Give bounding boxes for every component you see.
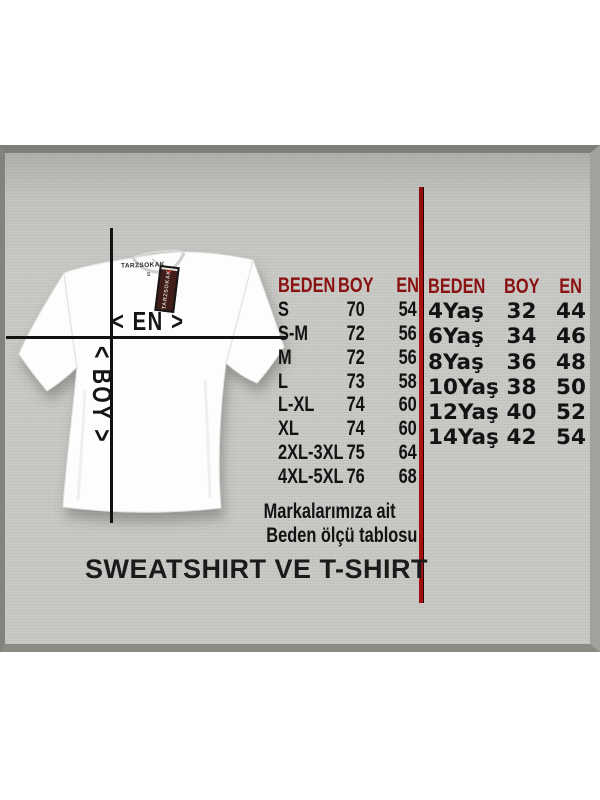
width-label: < EN > — [112, 306, 205, 337]
kids-header-en: EN — [559, 274, 583, 298]
kids-header-size: BEDEN — [428, 274, 486, 298]
adult-header-en: EN — [396, 274, 420, 297]
tshirt-body — [18, 251, 285, 513]
table-row: 4XL-5XL 76 68 — [278, 465, 433, 489]
length-cell: 38 — [506, 374, 537, 400]
caption-line2: Beden ölçü tablosu — [266, 523, 418, 547]
fold-line — [203, 379, 212, 499]
table-row: XL 74 60 — [278, 417, 433, 441]
width-cell: 46 — [556, 324, 586, 350]
adult-table-rows: S 70 54 S-M 72 56 M 72 56 L 73 58 — [278, 298, 433, 489]
left-sleeve-seam — [63, 272, 78, 368]
collar-back — [132, 249, 185, 259]
size-cell: 4Yaş — [428, 299, 484, 325]
table-row: 14Yaş 42 54 — [428, 425, 597, 450]
right-sleeve-seam — [225, 259, 254, 364]
size-cell: 10Yaş — [428, 374, 499, 400]
table-row: M 72 56 — [278, 346, 433, 370]
size-cell: 14Yaş — [428, 425, 499, 451]
length-cell: 42 — [506, 425, 537, 451]
adult-header-boy: BOY — [337, 274, 374, 297]
width-cell: 60 — [398, 417, 418, 441]
size-cell: 4XL-5XL — [278, 465, 344, 489]
size-cell: 6Yaş — [428, 324, 484, 350]
neck-size-print: S — [147, 272, 151, 278]
table-row: 8Yaş 36 48 — [428, 350, 597, 375]
width-measure-line — [6, 336, 287, 339]
width-cell: 44 — [556, 299, 586, 325]
size-cell: M — [278, 345, 292, 369]
length-measure-line — [110, 228, 113, 523]
kids-size-table: BEDEN BOY EN 4Yaş 32 44 6Yaş 34 46 8Yaş … — [428, 274, 597, 451]
table-row: S-M 72 56 — [278, 322, 433, 346]
kids-table-rows: 4Yaş 32 44 6Yaş 34 46 8Yaş 36 48 10Yaş 3… — [428, 299, 597, 450]
hang-tag-label: TARZSOKAK — [161, 270, 173, 311]
size-cell: L-XL — [278, 393, 315, 417]
length-cell: 36 — [506, 349, 537, 375]
width-cell: 60 — [398, 393, 418, 417]
length-label: < BOY > — [86, 346, 117, 472]
width-cell: 48 — [556, 349, 586, 375]
size-cell: L — [278, 369, 289, 393]
length-cell: 75 — [346, 441, 365, 465]
photo-frame — [0, 145, 600, 652]
table-row: S 70 54 — [278, 298, 433, 322]
width-cell: 56 — [398, 345, 418, 369]
size-cell: S — [278, 297, 289, 321]
width-cell: 50 — [556, 374, 586, 400]
size-cell: S-M — [278, 321, 309, 345]
table-row: L 73 58 — [278, 370, 433, 394]
length-cell: 34 — [506, 324, 537, 350]
width-cell: 52 — [556, 400, 586, 426]
table-row: 2XL-3XL 75 64 — [278, 441, 433, 465]
width-cell: 54 — [556, 425, 586, 451]
table-row: 4Yaş 32 44 — [428, 299, 597, 324]
size-cell: 12Yaş — [428, 400, 499, 426]
width-cell: 54 — [398, 297, 418, 321]
length-cell: 76 — [346, 465, 365, 489]
size-cell: 2XL-3XL — [278, 441, 344, 465]
length-cell: 72 — [346, 321, 365, 345]
red-divider-line — [419, 187, 424, 603]
width-cell: 56 — [398, 321, 418, 345]
page-title: SWEATSHIRT VE T-SHIRT — [85, 554, 429, 584]
adult-table-header: BEDEN BOY EN — [278, 274, 433, 298]
size-cell: 8Yaş — [428, 349, 484, 375]
length-label-text: < BOY > — [87, 346, 117, 444]
length-cell: 72 — [346, 345, 365, 369]
kids-table-header: BEDEN BOY EN — [428, 274, 597, 299]
length-cell: 74 — [346, 393, 365, 417]
adult-size-table: BEDEN BOY EN S 70 54 S-M 72 56 M 72 56 — [278, 274, 433, 489]
adult-header-size: BEDEN — [278, 274, 336, 297]
fold-line — [76, 389, 87, 501]
size-cell: XL — [278, 417, 299, 441]
length-cell: 40 — [506, 400, 537, 426]
table-row: 12Yaş 40 52 — [428, 400, 597, 425]
length-cell: 70 — [346, 297, 365, 321]
width-cell: 68 — [398, 465, 418, 489]
caption-line1: Markalarımıza ait — [263, 500, 397, 523]
length-cell: 32 — [506, 299, 537, 325]
table-row: L-XL 74 60 — [278, 393, 433, 417]
length-cell: 74 — [346, 417, 365, 441]
width-label-text: < EN > — [112, 306, 185, 336]
width-cell: 58 — [398, 369, 418, 393]
width-cell: 64 — [398, 441, 418, 465]
table-row: 10Yaş 38 50 — [428, 375, 597, 400]
length-cell: 73 — [346, 369, 365, 393]
table-caption: Markalarımıza ait Beden ölçü tablosu — [245, 500, 418, 547]
table-row: 6Yaş 34 46 — [428, 324, 597, 349]
kids-header-boy: BOY — [503, 274, 540, 298]
